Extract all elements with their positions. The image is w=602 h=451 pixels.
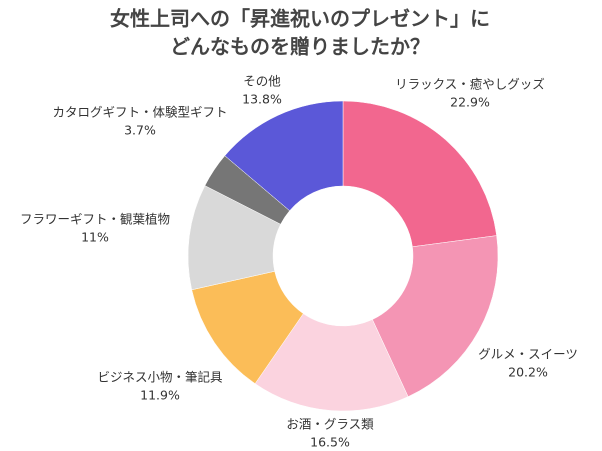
slice-label: リラックス・癒やしグッズ	[395, 77, 545, 92]
slice-label: お酒・グラス類	[286, 417, 374, 432]
donut-slice	[342, 100, 497, 248]
slice-value-label: 16.5%	[310, 435, 350, 450]
slice-value-label: 11%	[81, 230, 109, 245]
slice-label: ビジネス小物・筆記具	[97, 370, 223, 385]
slice-label: その他	[243, 74, 281, 89]
slice-value-label: 20.2%	[508, 365, 548, 380]
slice-value-label: 13.8%	[242, 92, 282, 107]
slice-value-label: 3.7%	[124, 123, 156, 138]
slice-value-label: 11.9%	[140, 388, 180, 403]
slice-label: カタログギフト・体験型ギフト	[52, 105, 227, 120]
slice-value-label: 22.9%	[450, 95, 490, 110]
chart-title: 女性上司への「昇進祝いのプレゼント」に	[110, 7, 490, 31]
donut-slice	[372, 235, 499, 397]
donut-slice	[254, 313, 409, 412]
slice-label: グルメ・スイーツ	[478, 347, 578, 362]
slice-label: フラワーギフト・観葉植物	[20, 212, 170, 227]
chart-title: どんなものを贈りましたか？	[170, 35, 430, 59]
donut-slice	[224, 100, 344, 212]
